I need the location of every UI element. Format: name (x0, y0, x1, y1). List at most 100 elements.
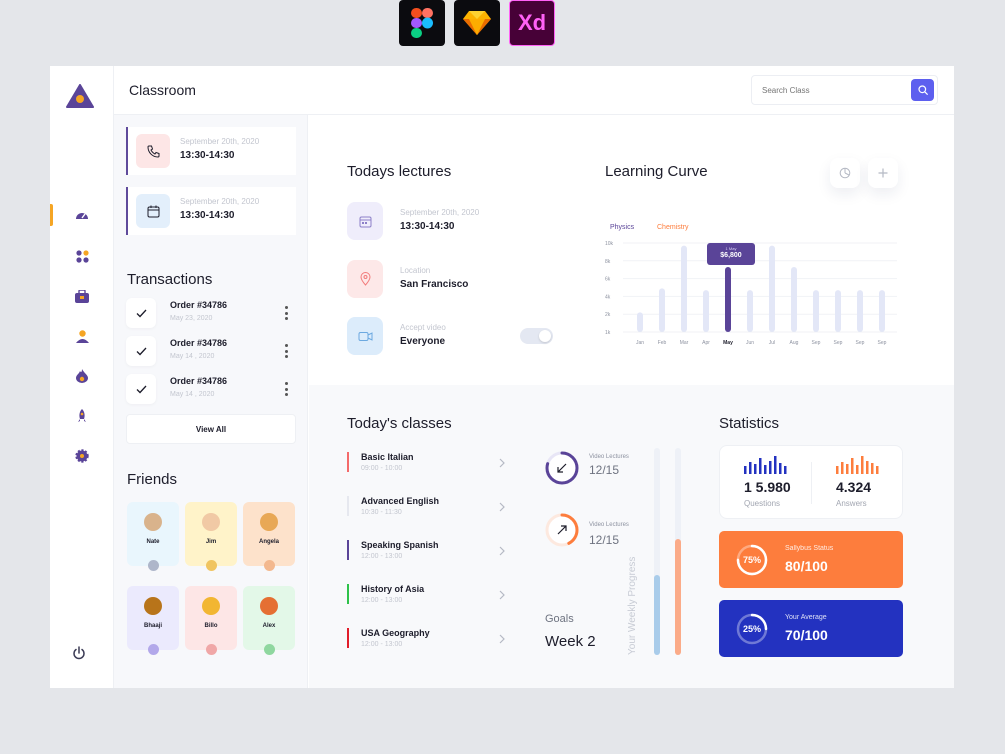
class-color-bar (347, 496, 349, 516)
settings-icon[interactable] (72, 446, 92, 466)
chevron-right-icon[interactable] (499, 502, 505, 512)
transaction-row[interactable]: Order #34786 May 14 , 2020 (126, 374, 296, 406)
transaction-title: Order #34786 (170, 338, 228, 348)
friend-name: Alex (262, 623, 276, 629)
lecture-video-row: Accept video Everyone (347, 317, 557, 355)
chevron-right-icon[interactable] (499, 458, 505, 468)
average-label: Your Average (785, 614, 827, 621)
check-icon[interactable] (126, 374, 156, 404)
avatar (202, 513, 220, 531)
transaction-row[interactable]: Order #34786 May 14 , 2020 (126, 336, 296, 368)
friend-card[interactable]: Billo (185, 586, 237, 655)
chevron-right-icon[interactable] (499, 546, 505, 556)
x-tick-label: Jul (769, 340, 775, 346)
calendar-icon (136, 194, 170, 228)
class-time: 09:00 - 10:00 (361, 465, 403, 472)
check-icon[interactable] (126, 336, 156, 366)
video-value: Everyone (400, 336, 446, 347)
chart-settings-button[interactable] (830, 158, 860, 188)
appointment-card[interactable]: September 20th, 2020 13:30-14:30 (126, 127, 296, 175)
legend-chemistry[interactable]: Chemistry (657, 224, 689, 231)
view-all-button[interactable]: View All (126, 414, 296, 444)
chart-bar (769, 245, 775, 332)
chevron-right-icon[interactable] (499, 634, 505, 644)
toggle-knob (539, 330, 551, 342)
video-progress-ring-2 (545, 513, 579, 547)
class-name: Advanced English (361, 496, 440, 506)
tooltip-value: $6,800 (720, 252, 742, 259)
location-label: Location (400, 266, 431, 275)
class-time: 12:00 - 13:00 (361, 597, 403, 604)
sallybus-percent: 75% (743, 555, 761, 565)
more-options-icon[interactable] (284, 382, 288, 396)
answers-bars-icon (836, 456, 879, 474)
brand-logo-icon[interactable] (66, 84, 94, 113)
lecture-time: 13:30-14:30 (400, 221, 455, 232)
class-item[interactable]: History of Asia 12:00 - 13:00 (347, 584, 507, 614)
class-item[interactable]: Speaking Spanish 12:00 - 13:00 (347, 540, 507, 570)
class-item[interactable]: USA Geography 12:00 - 13:00 (347, 628, 507, 658)
legend-physics[interactable]: Physics (610, 224, 635, 231)
dashboard-icon[interactable] (72, 205, 92, 225)
average-card[interactable]: 25% Your Average 70/100 (719, 600, 903, 657)
chart-bar (681, 245, 687, 332)
arrow-down-left-icon (557, 463, 567, 473)
friend-status-icon (206, 560, 217, 571)
check-icon[interactable] (126, 298, 156, 328)
questions-bars-icon (744, 456, 787, 474)
search-input[interactable] (752, 76, 907, 104)
friend-card[interactable]: Angela (243, 502, 295, 571)
friend-status-icon (264, 644, 275, 655)
location-pin-icon (347, 260, 383, 298)
more-options-icon[interactable] (284, 306, 288, 320)
accept-video-toggle[interactable] (520, 328, 553, 344)
briefcase-icon[interactable] (72, 286, 92, 306)
video-progress-label: Video Lectures (589, 454, 629, 460)
class-item[interactable]: Basic Italian 09:00 - 10:00 (347, 452, 507, 482)
chevron-right-icon[interactable] (499, 590, 505, 600)
y-tick-label: 4k (605, 294, 611, 300)
x-tick-label: Sep (878, 340, 887, 346)
friend-name: Jim (205, 539, 217, 545)
weekly-track-blue (654, 448, 660, 655)
plus-icon (878, 168, 888, 178)
friend-status-icon (148, 644, 159, 655)
transaction-row[interactable]: Order #34786 May 23, 2020 (126, 298, 296, 330)
class-item[interactable]: Advanced English 10:30 - 11:30 (347, 496, 507, 526)
video-progress-ring (545, 451, 579, 485)
fire-icon[interactable] (72, 366, 92, 386)
friend-name: Billo (204, 623, 218, 629)
nav-rail (50, 66, 114, 688)
friend-card[interactable]: Nate (127, 502, 179, 571)
power-icon[interactable] (72, 646, 86, 665)
x-tick-label: Jan (636, 340, 644, 346)
avatar (260, 513, 278, 531)
friend-card[interactable]: Bhaaji (127, 586, 179, 655)
apps-icon[interactable] (72, 246, 92, 266)
search-box (751, 75, 938, 105)
x-tick-label: Sep (812, 340, 821, 346)
answers-value: 4.324 (836, 479, 872, 495)
y-tick-label: 8k (605, 259, 611, 265)
tooltip-label: 1 May (725, 246, 737, 251)
avatar (202, 597, 220, 615)
lecture-date-label: September 20th, 2020 (400, 208, 480, 217)
add-chart-button[interactable] (868, 158, 898, 188)
classes-title: Today's classes (347, 415, 452, 432)
page-title: Classroom (129, 82, 196, 98)
more-options-icon[interactable] (284, 344, 288, 358)
friend-card[interactable]: Alex (243, 586, 295, 655)
friend-card[interactable]: Jim (185, 502, 237, 571)
lectures-title: Todays lectures (347, 163, 452, 180)
x-tick-label: May (723, 340, 733, 346)
x-tick-label: Sep (834, 340, 843, 346)
sallybus-status-card[interactable]: 75% Sallybus Status 80/100 (719, 531, 903, 588)
avatar (144, 513, 162, 531)
rocket-icon[interactable] (72, 406, 92, 426)
appointment-card[interactable]: September 20th, 2020 13:30-14:30 (126, 187, 296, 235)
chart-bar (703, 290, 709, 332)
transaction-title: Order #34786 (170, 300, 228, 310)
search-button[interactable] (911, 79, 934, 101)
user-icon[interactable] (72, 326, 92, 346)
class-color-bar (347, 452, 349, 472)
